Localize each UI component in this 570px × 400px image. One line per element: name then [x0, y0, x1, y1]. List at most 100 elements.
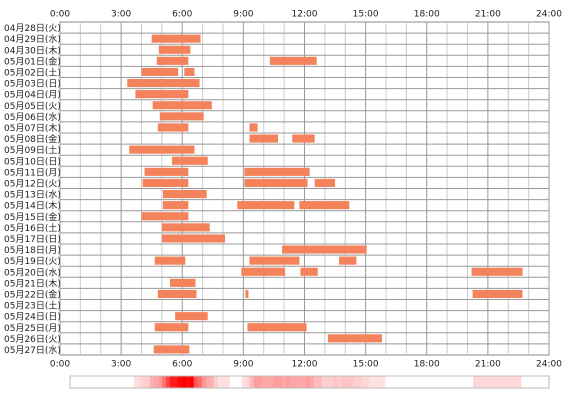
- density-cell: [509, 376, 514, 388]
- density-cell: [485, 376, 490, 388]
- density-cell: [325, 376, 330, 388]
- row-label: 04月28日(火): [4, 23, 61, 34]
- density-cell: [497, 376, 502, 388]
- density-cell: [357, 376, 362, 388]
- x-tick-label: 0:00: [50, 360, 70, 370]
- density-cell: [481, 376, 486, 388]
- sleep-bar: [127, 79, 200, 88]
- row-label: 05月03日(日): [4, 79, 61, 90]
- sleep-bar: [156, 56, 189, 65]
- density-cell: [349, 376, 354, 388]
- sleep-bar: [314, 178, 336, 187]
- density-cell: [301, 376, 306, 388]
- row-label: 05月24日(日): [4, 312, 61, 323]
- density-cell: [153, 376, 159, 388]
- x-tick-label: 9:00: [233, 10, 253, 20]
- density-cell: [321, 376, 326, 388]
- sleep-bar: [154, 256, 186, 265]
- density-cell: [477, 376, 482, 388]
- row-label: 05月08日(金): [4, 133, 61, 145]
- density-cell: [273, 376, 278, 388]
- row-label: 05月14日(木): [4, 200, 61, 212]
- sleep-bar: [157, 123, 189, 132]
- sleep-bar: [161, 234, 226, 243]
- density-cell: [493, 376, 498, 388]
- row-label: 05月12日(火): [4, 178, 61, 189]
- density-cell: [293, 376, 298, 388]
- density-cell: [317, 376, 322, 388]
- row-label: 05月22日(金): [4, 288, 61, 300]
- sleep-bar: [141, 67, 179, 76]
- sleep-bar: [158, 45, 191, 54]
- density-cell: [197, 376, 203, 388]
- row-label: 05月20日(水): [4, 266, 61, 278]
- row-label: 05月04日(月): [4, 90, 61, 101]
- row-label: 05月23日(土): [4, 300, 61, 312]
- sleep-bar: [152, 101, 212, 110]
- density-cell: [309, 376, 314, 388]
- density-cell: [517, 376, 522, 388]
- sleep-bar: [172, 156, 208, 165]
- density-cell: [253, 376, 258, 388]
- row-label: 05月05日(火): [4, 101, 61, 112]
- sleep-bar: [241, 267, 286, 276]
- row-label: 05月19日(火): [4, 256, 61, 267]
- row-label: 05月18日(月): [4, 245, 61, 256]
- x-tick-label: 18:00: [414, 360, 440, 370]
- density-cell: [337, 376, 342, 388]
- sleep-bar: [162, 201, 189, 210]
- sleep-bar: [157, 289, 197, 298]
- density-cell: [261, 376, 266, 388]
- density-cell: [241, 376, 246, 388]
- density-cell: [161, 376, 167, 388]
- sleep-bar: [144, 167, 189, 176]
- density-cell: [185, 376, 191, 388]
- sleep-bar: [327, 334, 382, 343]
- density-cell: [141, 376, 147, 388]
- x-tick-label: 6:00: [172, 360, 192, 370]
- row-label: 05月10日(日): [4, 156, 61, 167]
- row-label: 05月01日(金): [4, 55, 61, 67]
- row-label: 05月16日(土): [4, 222, 61, 234]
- row-label: 04月30日(木): [4, 44, 61, 56]
- density-cell: [249, 376, 254, 388]
- density-cell: [209, 376, 214, 388]
- sleep-bar: [151, 34, 201, 43]
- density-cell: [193, 376, 199, 388]
- density-cell: [329, 376, 334, 388]
- sleep-bar: [269, 56, 317, 65]
- density-cell: [217, 376, 222, 388]
- sleep-bar: [339, 256, 357, 265]
- row-label: 05月21日(木): [4, 277, 61, 289]
- density-cell: [137, 376, 143, 388]
- sleep-bar: [244, 178, 308, 187]
- density-cell: [281, 376, 286, 388]
- row-label: 05月13日(水): [4, 189, 61, 201]
- row-label: 05月09日(土): [4, 144, 61, 156]
- row-label: 05月06日(水): [4, 111, 61, 123]
- density-cell: [173, 376, 179, 388]
- density-cell: [165, 376, 171, 388]
- density-cell: [277, 376, 282, 388]
- x-tick-label: 9:00: [233, 360, 253, 370]
- sleep-bar: [471, 267, 523, 276]
- sleep-bar: [237, 201, 295, 210]
- density-cell: [377, 376, 382, 388]
- sleep-bar: [175, 312, 208, 321]
- sleep-bar: [184, 67, 195, 76]
- density-cell: [169, 376, 175, 388]
- row-label: 05月27日(水): [4, 344, 61, 356]
- sleep-bar: [244, 167, 310, 176]
- sleep-bar: [135, 90, 189, 99]
- row-label: 05月26日(火): [4, 334, 61, 345]
- density-cell: [181, 376, 187, 388]
- x-tick-label: 15:00: [353, 10, 379, 20]
- density-cell: [333, 376, 338, 388]
- sleep-bar: [249, 134, 279, 143]
- density-cell: [305, 376, 310, 388]
- sleep-bar: [247, 323, 307, 332]
- x-tick-label: 12:00: [292, 360, 318, 370]
- x-tick-label: 21:00: [475, 360, 501, 370]
- sleep-bar: [282, 245, 367, 254]
- density-cell: [157, 376, 163, 388]
